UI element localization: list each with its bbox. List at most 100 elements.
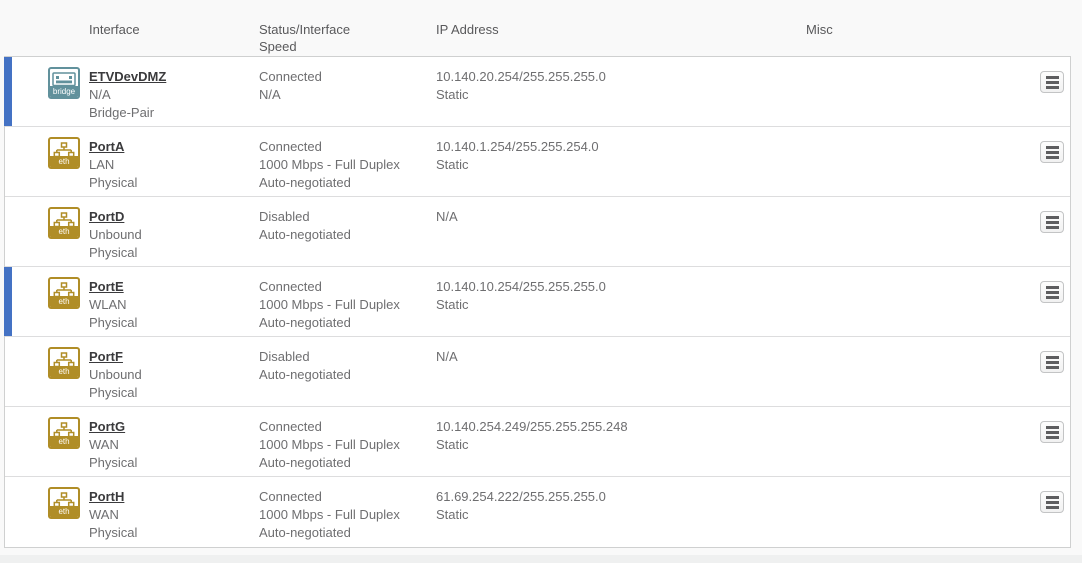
- row-menu-button[interactable]: [1040, 421, 1064, 443]
- hamburger-icon: [1045, 285, 1059, 289]
- interface-icon-cell: eth: [5, 337, 89, 406]
- column-header-misc: Misc: [806, 22, 833, 37]
- interface-status-cell: Connected 1000 Mbps - Full Duplex Auto-n…: [259, 127, 436, 196]
- status-line-1: Connected: [259, 139, 322, 154]
- ip-assignment-type: Static: [436, 297, 469, 312]
- interface-name-link[interactable]: PortH: [89, 489, 125, 504]
- eth-icon: eth: [48, 347, 80, 379]
- interface-icon-cell: bridge: [5, 57, 89, 126]
- eth-icon: eth: [48, 207, 80, 239]
- interface-type-label: eth: [50, 296, 78, 307]
- hamburger-icon-bar: [1045, 295, 1059, 299]
- hamburger-icon-bar: [1045, 220, 1059, 224]
- interface-ip-cell: 10.140.1.254/255.255.254.0 Static: [436, 127, 806, 196]
- column-header-status-speed: Status/Interface Speed: [259, 22, 351, 54]
- column-header-interface: Interface: [89, 22, 140, 37]
- interface-misc-cell: [806, 197, 1070, 266]
- interface-status-cell: Connected 1000 Mbps - Full Duplex Auto-n…: [259, 407, 436, 476]
- column-header-ip-address: IP Address: [436, 22, 499, 37]
- interface-row: eth PortF Unbound Physical Disabled Auto…: [5, 337, 1070, 407]
- interface-name-cell: PortA LAN Physical: [89, 127, 259, 196]
- row-menu-button[interactable]: [1040, 141, 1064, 163]
- hamburger-icon: [1045, 215, 1059, 219]
- interface-row: eth PortG WAN Physical Connected 1000 Mb…: [5, 407, 1070, 477]
- hamburger-icon-bar: [1045, 225, 1059, 229]
- interface-name-cell: PortE WLAN Physical: [89, 267, 259, 336]
- hamburger-icon: [1045, 145, 1059, 149]
- interface-name-link[interactable]: ETVDevDMZ: [89, 69, 167, 84]
- status-line-2: 1000 Mbps - Full Duplex: [259, 437, 400, 452]
- eth-icon: eth: [48, 417, 80, 449]
- ip-assignment-type: Static: [436, 87, 469, 102]
- interface-type-label: eth: [50, 366, 78, 377]
- status-line-1: Disabled: [259, 209, 310, 224]
- interface-row: eth PortE WLAN Physical Connected 1000 M…: [4, 267, 1070, 337]
- interface-icon-cell: eth: [5, 127, 89, 196]
- status-line-3: Auto-negotiated: [259, 455, 351, 470]
- status-line-3: Auto-negotiated: [259, 525, 351, 540]
- interface-row: bridge ETVDevDMZ N/A Bridge-Pair Connect…: [4, 57, 1070, 127]
- interface-icon-cell: eth: [5, 197, 89, 266]
- interface-name-link[interactable]: PortG: [89, 419, 126, 434]
- interface-icon-cell: eth: [5, 407, 89, 476]
- row-menu-button[interactable]: [1040, 71, 1064, 93]
- row-menu-button[interactable]: [1040, 281, 1064, 303]
- interface-zone: Unbound: [89, 227, 142, 242]
- interface-ip-cell: N/A: [436, 197, 806, 266]
- ip-assignment-type: Static: [436, 507, 469, 522]
- bridge-icon: bridge: [48, 67, 80, 99]
- interface-name-link[interactable]: PortD: [89, 209, 125, 224]
- interface-row: eth PortH WAN Physical Connected 1000 Mb…: [5, 477, 1070, 547]
- interface-name-cell: ETVDevDMZ N/A Bridge-Pair: [89, 57, 259, 126]
- ip-address-value: N/A: [436, 209, 458, 224]
- interface-name-link[interactable]: PortF: [89, 349, 123, 364]
- hamburger-icon: [1045, 355, 1059, 359]
- interface-status-cell: Connected 1000 Mbps - Full Duplex Auto-n…: [259, 477, 436, 547]
- status-line-2: N/A: [259, 87, 281, 102]
- interface-name-link[interactable]: PortE: [89, 279, 124, 294]
- status-line-2: 1000 Mbps - Full Duplex: [259, 297, 400, 312]
- hamburger-icon: [1045, 75, 1059, 79]
- eth-icon: eth: [48, 277, 80, 309]
- interface-table-body: bridge ETVDevDMZ N/A Bridge-Pair Connect…: [4, 57, 1070, 547]
- ip-address-value: 61.69.254.222/255.255.255.0: [436, 489, 606, 504]
- status-line-2: 1000 Mbps - Full Duplex: [259, 157, 400, 172]
- row-menu-button[interactable]: [1040, 351, 1064, 373]
- interface-zone: WLAN: [89, 297, 127, 312]
- status-line-1: Connected: [259, 69, 322, 84]
- interface-misc-cell: [806, 477, 1070, 547]
- interface-table: bridge ETVDevDMZ N/A Bridge-Pair Connect…: [4, 56, 1071, 548]
- row-menu-button[interactable]: [1040, 491, 1064, 513]
- interface-kind: Physical: [89, 175, 138, 190]
- hamburger-icon-bar: [1045, 360, 1059, 364]
- hamburger-icon-bar: [1045, 435, 1059, 439]
- interface-misc-cell: [806, 57, 1070, 126]
- interface-status-cell: Connected 1000 Mbps - Full Duplex Auto-n…: [259, 267, 436, 336]
- status-line-3: Auto-negotiated: [259, 315, 351, 330]
- ip-address-value: 10.140.10.254/255.255.255.0: [436, 279, 606, 294]
- hamburger-icon-bar: [1045, 80, 1059, 84]
- row-menu-button[interactable]: [1040, 211, 1064, 233]
- interface-status-cell: Connected N/A: [259, 57, 436, 126]
- interface-icon-cell: eth: [5, 477, 89, 547]
- ip-address-value: N/A: [436, 349, 458, 364]
- status-line-1: Connected: [259, 489, 322, 504]
- interface-name-link[interactable]: PortA: [89, 139, 125, 154]
- interface-status-cell: Disabled Auto-negotiated: [259, 337, 436, 406]
- interface-misc-cell: [806, 337, 1070, 406]
- hamburger-icon-bar: [1045, 290, 1059, 294]
- eth-icon: eth: [48, 487, 80, 519]
- hamburger-icon-bar: [1045, 500, 1059, 504]
- interface-misc-cell: [806, 407, 1070, 476]
- interface-type-label: eth: [50, 506, 78, 517]
- interface-misc-cell: [806, 267, 1070, 336]
- status-line-1: Connected: [259, 279, 322, 294]
- interface-ip-cell: 10.140.20.254/255.255.255.0 Static: [436, 57, 806, 126]
- interface-row: eth PortD Unbound Physical Disabled Auto…: [5, 197, 1070, 267]
- interface-zone: WAN: [89, 437, 119, 452]
- ip-address-value: 10.140.20.254/255.255.255.0: [436, 69, 606, 84]
- interface-ip-cell: 10.140.254.249/255.255.255.248 Static: [436, 407, 806, 476]
- interface-name-cell: PortG WAN Physical: [89, 407, 259, 476]
- interface-name-cell: PortH WAN Physical: [89, 477, 259, 547]
